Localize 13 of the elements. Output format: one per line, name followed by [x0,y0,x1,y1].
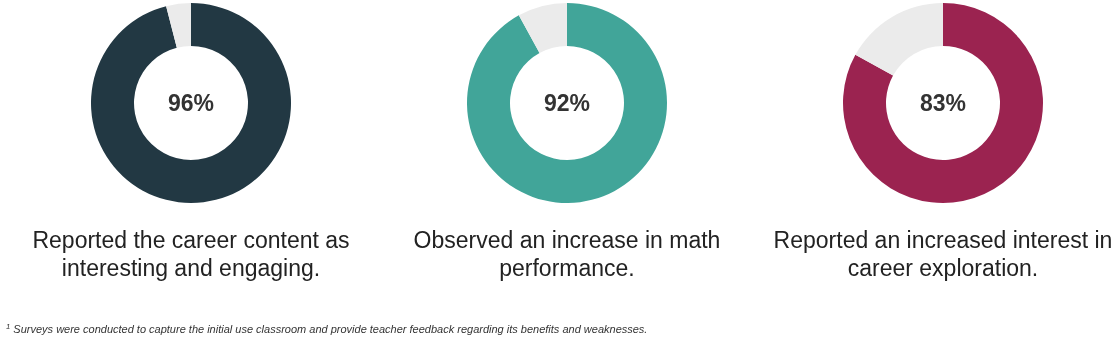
text: $^{1}$ Surveys were conducted to capture the initial use classroom and provide teacher feedback regarding its benefits and weaknesses. [6,321,648,335]
donut-slice [843,3,1043,203]
data-label: 92% [543,90,591,116]
data-label: 96% [167,90,215,116]
donut-slice [166,3,191,48]
donut-slice [518,3,567,54]
donut-slice [855,3,943,76]
data-label: 83% [919,90,967,116]
donut-slice [91,3,291,203]
text: Observed an increase in math performance. [413,227,721,281]
text: Reported the career content as interesting and engaging. [32,227,350,281]
text: Reported an increased interest in career exploration. [773,227,1113,281]
donut-slice [467,3,667,203]
